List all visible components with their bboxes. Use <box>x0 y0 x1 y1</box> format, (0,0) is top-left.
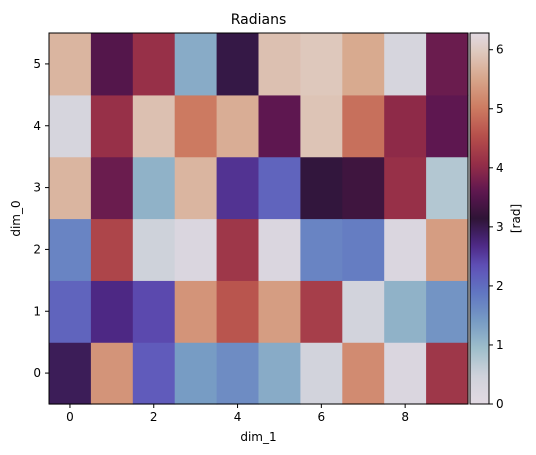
heatmap-cell <box>132 280 176 343</box>
colorbar-label: [rad] <box>509 204 523 233</box>
heatmap-cell <box>216 33 260 96</box>
heatmap-cell <box>384 156 427 220</box>
heatmap-cell <box>132 156 176 220</box>
heatmap-cell <box>258 342 301 405</box>
heatmap-cell <box>300 280 343 343</box>
y-tick-label: 2 <box>33 242 41 256</box>
y-tick-label: 3 <box>33 181 41 195</box>
heatmap-cell <box>174 218 218 281</box>
heatmap-cell <box>90 33 134 96</box>
heatmap-cell <box>384 94 427 158</box>
heatmap-cell <box>342 280 385 343</box>
heatmap-cell <box>258 218 301 281</box>
heatmap-cell <box>258 94 301 158</box>
y-tick-label: 5 <box>33 57 41 71</box>
x-tick-label: 6 <box>318 410 326 424</box>
heatmap-cell <box>300 342 343 405</box>
x-axis-ticks: 0 2 4 6 8 <box>66 404 409 424</box>
y-tick-label: 4 <box>33 119 41 133</box>
heatmap-cell <box>426 342 469 405</box>
x-tick-label: 0 <box>66 410 74 424</box>
colorbar-tick-label: 2 <box>496 279 504 293</box>
heatmap-cell <box>90 94 134 158</box>
heatmap-cell <box>90 280 134 343</box>
heatmap-cell <box>132 342 176 405</box>
heatmap-cell <box>384 33 427 96</box>
heatmap-cell <box>49 94 92 158</box>
x-tick-label: 2 <box>150 410 158 424</box>
heatmap-cell <box>300 94 343 158</box>
colorbar-tick-label: 4 <box>496 161 504 175</box>
colorbar-tick-label: 3 <box>496 220 504 234</box>
heatmap-cell <box>426 218 469 281</box>
heatmap-cell <box>174 342 218 405</box>
y-tick-label: 1 <box>33 304 41 318</box>
heatmap-cell <box>300 33 343 96</box>
colorbar <box>469 32 490 405</box>
heatmap-cell <box>258 33 301 96</box>
y-tick-label: 0 <box>33 366 41 380</box>
colorbar-ticks: 0 1 2 3 4 5 6 <box>489 43 504 411</box>
heatmap-cell <box>132 33 176 96</box>
heatmap-cell <box>384 280 427 343</box>
heatmap-cell <box>300 218 343 281</box>
y-axis-label: dim_0 <box>9 200 23 236</box>
heatmap-cell <box>90 156 134 220</box>
x-axis-label: dim_1 <box>240 430 276 444</box>
heatmap-cell <box>426 94 469 158</box>
heatmap-cell <box>49 280 92 343</box>
heatmap-cell <box>426 156 469 220</box>
heatmap-cell <box>258 280 301 343</box>
y-axis-ticks: 0 1 2 3 4 5 <box>33 57 49 380</box>
colorbar-tick-label: 5 <box>496 102 504 116</box>
heatmap-cell <box>258 156 301 220</box>
heatmap-cell <box>342 218 385 281</box>
heatmap-cell <box>174 33 218 96</box>
heatmap-cell <box>216 342 260 405</box>
heatmap-cell <box>132 94 176 158</box>
heatmap-cell <box>174 156 218 220</box>
heatmap-cell <box>300 156 343 220</box>
heatmap-cell <box>342 156 385 220</box>
heatmap-cell <box>216 218 260 281</box>
heatmap-cell <box>342 94 385 158</box>
colorbar-tick-label: 6 <box>496 43 504 57</box>
heatmap-cell <box>342 33 385 96</box>
heatmap-cell <box>174 94 218 158</box>
heatmap-cell <box>384 218 427 281</box>
heatmap-cell <box>49 342 92 405</box>
colorbar-tick-label: 0 <box>496 397 504 411</box>
heatmap-cell <box>132 218 176 281</box>
x-tick-label: 8 <box>401 410 409 424</box>
heatmap-cell <box>174 280 218 343</box>
colorbar-tick-label: 1 <box>496 338 504 352</box>
heatmap-cell <box>342 342 385 405</box>
plot-frame <box>48 32 469 405</box>
heatmap-cell <box>90 218 134 281</box>
heatmap-cells <box>49 33 469 405</box>
chart-title: Radians <box>231 12 287 28</box>
heatmap-cell <box>426 280 469 343</box>
heatmap-cell <box>216 94 260 158</box>
heatmap-cell <box>384 342 427 405</box>
heatmap-cell <box>90 342 134 405</box>
heatmap-cell <box>49 33 92 96</box>
heatmap-cell <box>216 280 260 343</box>
heatmap-cell <box>49 218 92 281</box>
heatmap-cell <box>426 33 469 96</box>
heatmap-cell <box>49 156 92 220</box>
x-tick-label: 4 <box>234 410 242 424</box>
heatmap-cell <box>216 156 260 220</box>
